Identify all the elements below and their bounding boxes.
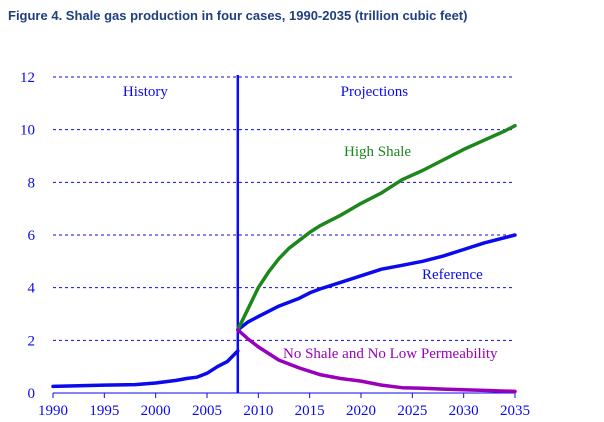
x-tick-label-1990: 1990 [38,403,68,419]
x-tick-label-2010: 2010 [243,403,273,419]
x-tick-label-2025: 2025 [397,403,427,419]
x-tick-label-2035: 2035 [500,403,530,419]
y-tick-label-8: 8 [28,175,36,191]
x-tick-label-2020: 2020 [346,403,376,419]
chart-title: Figure 4. Shale gas production in four c… [8,8,468,23]
annotation-history: History [123,84,169,100]
y-tick-label-10: 10 [20,123,35,139]
y-tick-label-12: 12 [20,70,35,86]
series-layer [51,123,517,394]
series-line-1 [236,233,517,332]
grid-layer [53,76,515,341]
series-label-0: High Shale [344,144,411,160]
series-line-3 [236,328,517,394]
series-line-0 [51,349,240,389]
y-tick-label-0: 0 [28,386,36,402]
x-tick-label-2015: 2015 [295,403,325,419]
series-label-1: Reference [422,267,483,283]
x-tick-label-2005: 2005 [192,403,222,419]
axis-layer: 0 2 4 6 8 10 12 1990 1995 2000 2005 2010 2015 2020 202… [20,70,530,419]
y-tick-label-2: 2 [28,333,36,349]
x-tick-label-2030: 2030 [449,403,479,419]
series-label-2: No Shale and No Low Permeability [283,346,498,362]
y-tick-label-6: 6 [28,228,36,244]
x-tick-label-1995: 1995 [89,403,119,419]
y-tick-label-4: 4 [28,281,36,297]
label-layer: History Projections High Shale Reference No … [123,84,498,362]
series-line-2 [236,123,517,332]
annotation-projections: Projections [341,84,409,100]
x-tick-label-2000: 2000 [141,403,171,419]
